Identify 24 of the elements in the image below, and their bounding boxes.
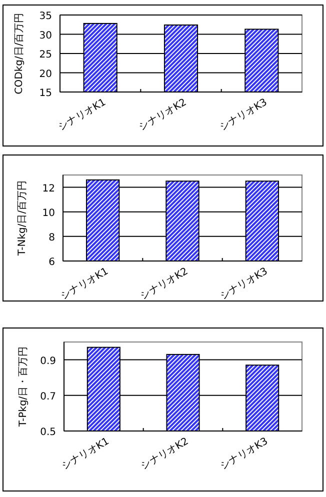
x-tick-label: シナリオK1 [59, 266, 110, 302]
y-tick-label: 0.9 [40, 356, 56, 367]
y-tick-label: 8 [48, 232, 55, 244]
y-tick-label: 6 [48, 257, 55, 268]
y-tick-label: 25 [39, 50, 52, 60]
x-tick-label: シナリオK2 [139, 436, 190, 472]
y-tick-label: 0.5 [40, 427, 56, 438]
x-tick-label: シナリオK1 [56, 97, 108, 134]
y-axis-title: CODkg/日/百万円 [14, 12, 25, 94]
y-axis-title: T-Nkg/日/百万円 [17, 180, 28, 257]
x-tick-label: シナリオK3 [218, 97, 270, 134]
y-tick-label: 12 [42, 183, 55, 194]
y-tick-label: 10 [42, 208, 55, 219]
x-tick-label: シナリオK1 [60, 436, 112, 472]
x-tick-label: シナリオK3 [218, 266, 270, 302]
y-tick-label: 0.7 [40, 391, 56, 402]
x-tick-label: シナリオK3 [218, 436, 270, 472]
y-tick-label: 35 [39, 11, 52, 22]
y-tick-label: 15 [39, 88, 52, 99]
y-tick-label: 20 [39, 68, 52, 80]
x-tick-label: シナリオK2 [138, 266, 190, 302]
y-tick-label: 30 [39, 30, 52, 42]
y-axis-title: T-Pkg/日・百万円 [18, 346, 29, 428]
x-tick-label: シナリオK2 [137, 97, 188, 134]
